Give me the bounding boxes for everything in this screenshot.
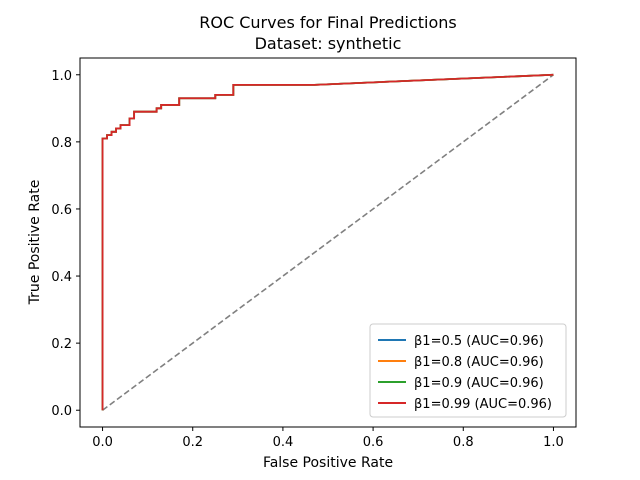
y-axis: 0.0 0.2 0.4 0.6 0.8 1.0 [51,69,80,419]
x-tick-label: 0.2 [182,435,203,450]
legend-label-4: β1=0.99 (AUC=0.96) [414,397,552,412]
legend-label-3: β1=0.9 (AUC=0.96) [414,376,544,391]
x-axis: 0.0 0.2 0.4 0.6 0.8 1.0 [92,427,564,450]
y-tick-label: 0.4 [51,270,72,285]
x-tick-label: 0.8 [453,435,474,450]
legend: β1=0.5 (AUC=0.96) β1=0.8 (AUC=0.96) β1=0.9… [369,323,567,418]
x-axis-label: False Positive Rate [263,455,393,471]
y-tick-label: 0.8 [51,136,72,151]
x-tick-label: 1.0 [543,435,564,450]
x-tick-label: 0.6 [363,435,384,450]
reference-diagonal-line [102,74,554,411]
series-line-4 [101,73,554,411]
y-tick-label: 0.2 [51,337,72,352]
legend-label-2: β1=0.8 (AUC=0.96) [414,355,544,370]
plot-area [101,73,554,411]
plot-frame [79,57,577,428]
y-tick-label: 1.0 [51,69,72,84]
chart-subtitle: Dataset: synthetic [255,34,402,53]
y-tick-label: 0.0 [51,404,72,419]
chart-title: ROC Curves for Final Predictions [199,13,456,32]
y-tick-label: 0.6 [51,203,72,218]
x-tick-label: 0.0 [92,435,113,450]
y-axis-label: True Positive Rate [27,180,43,306]
x-tick-label: 0.4 [273,435,294,450]
legend-label-1: β1=0.5 (AUC=0.96) [414,334,544,349]
legend-box [369,323,567,418]
